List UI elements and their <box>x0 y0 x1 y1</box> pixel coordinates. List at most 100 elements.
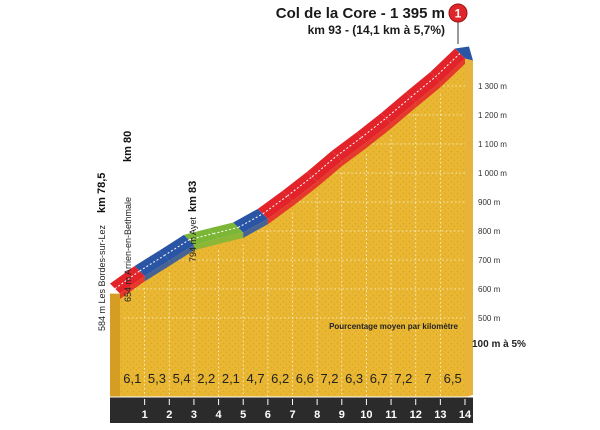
gradient-value-label: 2,2 <box>197 371 215 386</box>
waypoint-label: 794 m Ayet <box>188 217 198 262</box>
altitude-axis: 500 m 600 m 700 m 800 m 900 m 1 000 m 1 100 m 1… <box>478 82 507 323</box>
gradient-band-line <box>164 239 190 257</box>
gradient-band-line <box>361 117 387 138</box>
gradient-band-face <box>243 218 268 238</box>
altitude-tick-label: 600 m <box>478 285 501 294</box>
km-tick-label: 4 <box>216 409 223 421</box>
gradient-band-face <box>169 244 194 266</box>
summit-header: Col de la Core - 1 395 m km 93 - (14,1 k… <box>276 5 445 37</box>
gradient-band-top <box>159 234 194 261</box>
gradient-band-face <box>440 58 465 88</box>
gradient-band-line <box>237 213 264 228</box>
gradient-band-face <box>144 260 170 282</box>
km-tick-label: 9 <box>339 409 345 421</box>
km-tick-label: 6 <box>265 409 271 421</box>
gradient-value-label: 7,2 <box>394 371 412 386</box>
summit-title: Col de la Core - 1 395 m <box>276 5 445 22</box>
gradient-band-face <box>120 275 145 300</box>
terrain-right-face <box>465 58 473 397</box>
km-axis: 1 2 3 4 5 6 7 8 9 10 11 12 13 14 <box>110 396 473 423</box>
gradient-band-line <box>311 155 338 178</box>
gradient-value-label: 6,3 <box>345 371 363 386</box>
summit-marker: 1 <box>448 3 468 44</box>
gradient-value-label: 6,6 <box>296 371 314 386</box>
gradient-band-line <box>410 76 436 98</box>
gradient-band-line <box>139 255 165 272</box>
gradient-band-top <box>110 265 145 294</box>
altitude-tick-label: 1 000 m <box>478 169 507 178</box>
km-tick-label: 13 <box>434 409 446 421</box>
terrain-texture <box>120 58 465 397</box>
waypoint-km: km 83 <box>187 181 199 212</box>
km-tick-label: 12 <box>410 409 422 421</box>
gradient-band-face <box>341 142 367 167</box>
waypoint-les-bordes: 584 m Les Bordes-sur-Lez km 78,5 <box>96 173 108 331</box>
waypoint-arrien: 654 m Arrien-en-Bethmale km 80 <box>122 131 134 302</box>
gradient-band-line <box>262 195 288 215</box>
waypoint-km: km 78,5 <box>96 173 108 213</box>
km-band <box>110 397 473 423</box>
terrain-side <box>110 293 120 397</box>
gradient-value-label: 6,5 <box>444 371 462 386</box>
gradient-band-line <box>114 270 140 290</box>
gradient-band-face <box>218 232 244 244</box>
gradient-legend: Pourcentage moyen par kilomètre <box>329 322 458 331</box>
gradient-band-top <box>233 208 268 233</box>
gradient-band-line <box>188 233 214 241</box>
km-tick-label: 5 <box>240 409 246 421</box>
km-tick-label: 14 <box>459 409 472 421</box>
gradient-value-label: 2,1 <box>222 371 240 386</box>
gradient-band-line <box>213 226 239 235</box>
summit-cap <box>455 46 473 61</box>
gradient-band-face <box>292 181 318 207</box>
altitude-tick-label: 1 200 m <box>478 111 507 120</box>
km-tick-label: 1 <box>142 409 148 421</box>
gradient-band-face <box>391 102 416 129</box>
summit-marker-number: 1 <box>455 7 462 21</box>
gradient-band-line <box>385 96 412 119</box>
km-tick-label: 10 <box>360 409 372 421</box>
gradient-band-face <box>193 238 219 251</box>
altitude-tick-label: 700 m <box>478 256 501 265</box>
gradient-value-label: 6,7 <box>370 371 388 386</box>
gradient-band-face <box>317 160 342 188</box>
terrain-area <box>110 58 473 397</box>
gridlines <box>124 85 465 397</box>
gradient-band-top <box>134 250 170 276</box>
gradient-band-face <box>267 200 293 225</box>
km-tick-label: 3 <box>191 409 197 421</box>
scale-note: 100 m à 5% <box>472 339 526 350</box>
altitude-tick-label: 900 m <box>478 198 501 207</box>
gradient-value-label: 5,4 <box>173 371 191 386</box>
gradient-band-face <box>415 81 441 108</box>
gradient-band-line <box>435 53 461 78</box>
altitude-tick-label: 800 m <box>478 227 501 236</box>
gradient-value-label: 7 <box>424 371 431 386</box>
gradient-value-label: 4,7 <box>246 371 264 386</box>
km-tick-label: 7 <box>289 409 295 421</box>
gradient-band-face <box>366 123 392 148</box>
altitude-tick-label: 500 m <box>478 314 501 323</box>
km-tick-label: 11 <box>385 409 397 421</box>
gradient-value-label: 6,2 <box>271 371 289 386</box>
km-tick-label: 8 <box>314 409 320 421</box>
waypoint-km: km 80 <box>122 131 134 162</box>
altitude-tick-label: 1 100 m <box>478 140 507 149</box>
waypoint-ayet: 794 m Ayet km 83 <box>187 181 199 262</box>
summit-marker-icon <box>448 3 468 23</box>
gradient-band-line <box>336 137 362 157</box>
km-tick-label: 2 <box>166 409 172 421</box>
waypoint-label: 654 m Arrien-en-Bethmale <box>123 197 133 302</box>
waypoint-label: 584 m Les Bordes-sur-Lez <box>97 224 107 331</box>
gradient-band-top <box>331 132 367 161</box>
gradient-band-line <box>287 176 313 197</box>
gradient-bands <box>110 46 473 300</box>
summit-subtitle: km 93 - (14,1 km à 5,7%) <box>308 23 445 37</box>
gradient-value-label: 6,1 <box>123 371 141 386</box>
gradient-value-label: 5,3 <box>148 371 166 386</box>
gradient-labels: 6,1 5,3 5,4 2,2 2,1 4,7 6,2 6,6 7,2 6,3 6,7 7,2 7 6,5 <box>123 371 461 386</box>
gradient-value-label: 7,2 <box>320 371 338 386</box>
gradient-band-top <box>257 190 293 219</box>
altitude-tick-label: 1 300 m <box>478 82 507 91</box>
